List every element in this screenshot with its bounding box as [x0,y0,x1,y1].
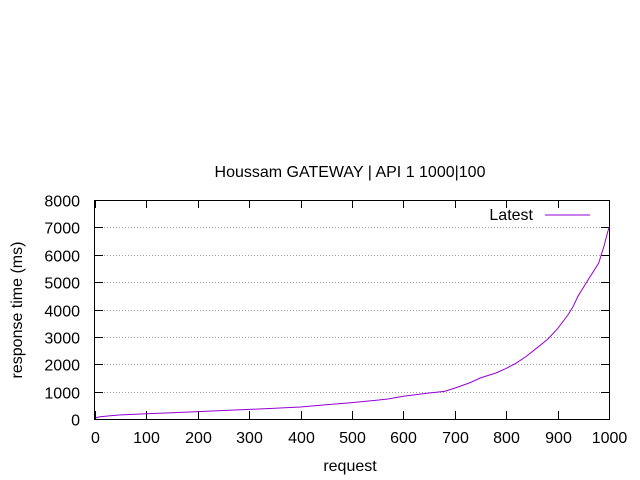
legend: Latest [489,207,590,224]
series-group [95,227,610,419]
x-tick-label: 900 [545,430,572,447]
series-line-latest [95,227,610,419]
y-tick-label: 5000 [44,276,80,293]
chart-title: Houssam GATEWAY | API 1 1000|100 [215,164,486,181]
y-tick-label: 1000 [44,386,80,403]
y-tick-label: 0 [71,413,80,430]
x-tick-label: 800 [493,430,520,447]
legend-label-latest: Latest [489,207,533,224]
y-tick-label: 2000 [44,358,80,375]
x-tick-label: 600 [390,430,417,447]
x-tick-label: 300 [236,430,263,447]
x-tick-label: 100 [133,430,160,447]
y-tick-label: 8000 [44,194,80,211]
x-tick-label: 400 [288,430,315,447]
y-tick-label: 4000 [44,304,80,321]
x-tick-label: 500 [339,430,366,447]
y-tick-label: 7000 [44,221,80,238]
x-tick-label: 200 [185,430,212,447]
y-tick-label: 6000 [44,249,80,266]
plot-frame [94,200,610,420]
x-tick-label: 700 [442,430,469,447]
x-tick-label: 1000 [592,430,628,447]
x-axis: 0 100 200 300 400 500 600 700 800 900 1000 [91,200,627,447]
y-axis: 0 1000 2000 3000 4000 5000 6000 7000 8000 [44,194,609,430]
x-axis-label: request [323,458,377,475]
y-axis-label: response time (ms) [9,242,26,379]
grid-lines [95,227,609,393]
y-tick-label: 3000 [44,331,80,348]
x-tick-label: 0 [91,430,100,447]
